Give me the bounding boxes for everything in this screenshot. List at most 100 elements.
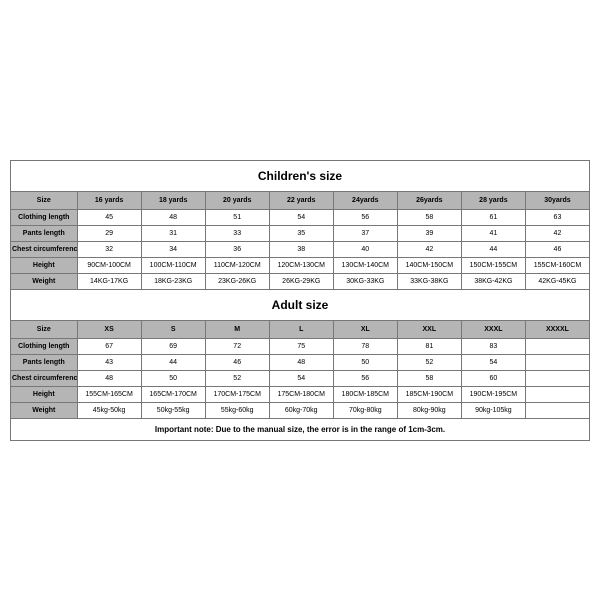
- row-label: Chest circumference 1/2: [11, 370, 78, 386]
- adult-header-row: Size XS S M L XL XXL XXXL XXXXL: [11, 320, 590, 338]
- cell: 140CM-150CM: [397, 257, 461, 273]
- cell: 83: [461, 338, 525, 354]
- cell: [525, 402, 589, 418]
- cell: 72: [205, 338, 269, 354]
- children-size-col: 30yards: [525, 191, 589, 209]
- children-size-col: 18 yards: [141, 191, 205, 209]
- cell: 45: [77, 209, 141, 225]
- row-label: Pants length: [11, 225, 78, 241]
- cell: 54: [269, 209, 333, 225]
- row-label: Weight: [11, 273, 78, 289]
- cell: 46: [205, 354, 269, 370]
- children-size-label: Size: [11, 191, 78, 209]
- table-row: Weight 14KG-17KG 18KG-23KG 23KG-26KG 26K…: [11, 273, 590, 289]
- cell: 48: [77, 370, 141, 386]
- cell: 58: [397, 370, 461, 386]
- cell: 90kg-105kg: [461, 402, 525, 418]
- cell: 35: [269, 225, 333, 241]
- cell: 33KG-38KG: [397, 273, 461, 289]
- cell: 150CM-155CM: [461, 257, 525, 273]
- cell: 37: [333, 225, 397, 241]
- adult-size-col: L: [269, 320, 333, 338]
- cell: 48: [141, 209, 205, 225]
- cell: 175CM-180CM: [269, 386, 333, 402]
- cell: 38: [269, 241, 333, 257]
- cell: 50: [333, 354, 397, 370]
- cell: 130CM-140CM: [333, 257, 397, 273]
- adult-title: Adult size: [11, 289, 590, 320]
- adult-size-col: XXL: [397, 320, 461, 338]
- adult-size-label: Size: [11, 320, 78, 338]
- children-header-row: Size 16 yards 18 yards 20 yards 22 yards…: [11, 191, 590, 209]
- cell: 43: [77, 354, 141, 370]
- cell: 46: [525, 241, 589, 257]
- cell: 38KG-42KG: [461, 273, 525, 289]
- cell: 54: [461, 354, 525, 370]
- cell: 40: [333, 241, 397, 257]
- cell: 63: [525, 209, 589, 225]
- cell: 81: [397, 338, 461, 354]
- table-row: Pants length 29 31 33 35 37 39 41 42: [11, 225, 590, 241]
- cell: 60kg-70kg: [269, 402, 333, 418]
- important-note: Important note: Due to the manual size, …: [11, 418, 590, 440]
- row-label: Pants length: [11, 354, 78, 370]
- cell: 39: [397, 225, 461, 241]
- cell: [525, 354, 589, 370]
- cell: 50: [141, 370, 205, 386]
- table-row: Height 155CM-165CM 165CM-170CM 170CM-175…: [11, 386, 590, 402]
- cell: 29: [77, 225, 141, 241]
- cell: 52: [205, 370, 269, 386]
- cell: 44: [461, 241, 525, 257]
- cell: [525, 338, 589, 354]
- cell: 90CM-100CM: [77, 257, 141, 273]
- children-size-col: 24yards: [333, 191, 397, 209]
- size-chart-table: Children's size Size 16 yards 18 yards 2…: [10, 160, 590, 441]
- size-chart-container: Children's size Size 16 yards 18 yards 2…: [10, 160, 590, 441]
- cell: 52: [397, 354, 461, 370]
- adult-size-col: XXXL: [461, 320, 525, 338]
- children-size-col: 20 yards: [205, 191, 269, 209]
- cell: 42: [397, 241, 461, 257]
- cell: 50kg-55kg: [141, 402, 205, 418]
- cell: 80kg-90kg: [397, 402, 461, 418]
- table-row: Chest circumference 1/2 32 34 36 38 40 4…: [11, 241, 590, 257]
- adult-title-row: Adult size: [11, 289, 590, 320]
- cell: 18KG-23KG: [141, 273, 205, 289]
- table-row: Pants length 43 44 46 48 50 52 54: [11, 354, 590, 370]
- cell: 56: [333, 370, 397, 386]
- cell: 180CM-185CM: [333, 386, 397, 402]
- cell: 185CM-190CM: [397, 386, 461, 402]
- cell: 48: [269, 354, 333, 370]
- row-label: Height: [11, 386, 78, 402]
- table-row: Chest circumference 1/2 48 50 52 54 56 5…: [11, 370, 590, 386]
- cell: 26KG-29KG: [269, 273, 333, 289]
- cell: 51: [205, 209, 269, 225]
- row-label: Height: [11, 257, 78, 273]
- cell: 56: [333, 209, 397, 225]
- table-row: Weight 45kg-50kg 50kg-55kg 55kg-60kg 60k…: [11, 402, 590, 418]
- cell: 34: [141, 241, 205, 257]
- cell: 100CM-110CM: [141, 257, 205, 273]
- cell: 75: [269, 338, 333, 354]
- cell: 36: [205, 241, 269, 257]
- cell: 32: [77, 241, 141, 257]
- row-label: Chest circumference 1/2: [11, 241, 78, 257]
- cell: 54: [269, 370, 333, 386]
- adult-size-col: M: [205, 320, 269, 338]
- cell: 58: [397, 209, 461, 225]
- children-size-col: 28 yards: [461, 191, 525, 209]
- cell: 33: [205, 225, 269, 241]
- cell: 60: [461, 370, 525, 386]
- table-row: Clothing length 45 48 51 54 56 58 61 63: [11, 209, 590, 225]
- row-label: Weight: [11, 402, 78, 418]
- cell: 170CM-175CM: [205, 386, 269, 402]
- cell: 41: [461, 225, 525, 241]
- cell: 155CM-165CM: [77, 386, 141, 402]
- cell: 45kg-50kg: [77, 402, 141, 418]
- adult-size-col: XXXXL: [525, 320, 589, 338]
- adult-size-col: S: [141, 320, 205, 338]
- row-label: Clothing length: [11, 209, 78, 225]
- cell: 69: [141, 338, 205, 354]
- cell: 165CM-170CM: [141, 386, 205, 402]
- table-row: Clothing length 67 69 72 75 78 81 83: [11, 338, 590, 354]
